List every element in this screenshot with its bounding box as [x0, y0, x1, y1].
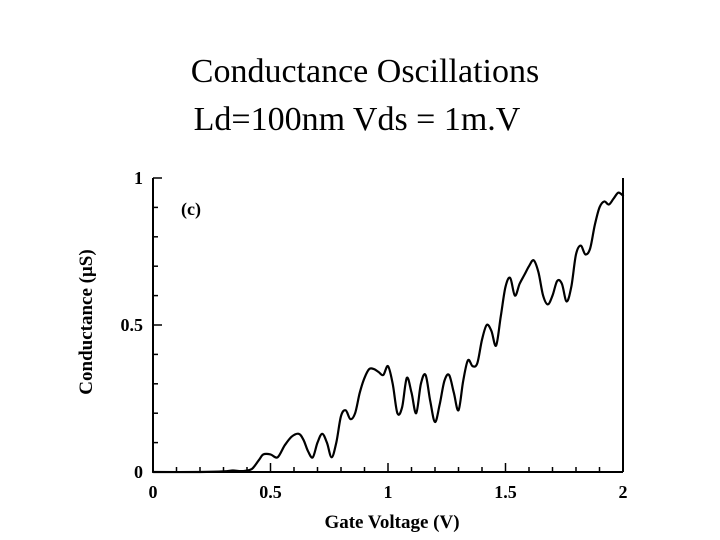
- x-tick-label: 1.5: [494, 482, 517, 502]
- slide-title-line-2: Ld=100nm Vds = 1m.V: [193, 101, 521, 138]
- y-tick-label: 1: [134, 168, 143, 188]
- y-tick-label: 0.5: [121, 315, 144, 335]
- x-tick-label: 1: [384, 482, 393, 502]
- axis-ticks: [152, 177, 624, 473]
- y-tick-label: 0: [134, 462, 143, 482]
- x-tick-label: 0: [149, 482, 158, 502]
- x-tick-label: 2: [619, 482, 628, 502]
- panel-label: (c): [181, 199, 201, 220]
- tick-labels: 0 0.5 1 1.5 2 0 0.5 1: [121, 168, 628, 502]
- plot-frame: [152, 178, 624, 473]
- series-line-conductance: [151, 191, 625, 474]
- slide-title-line-1: Conductance Oscillations: [190, 53, 540, 90]
- y-axis-label: Conductance (μS): [76, 249, 97, 394]
- x-axis-label: Gate Voltage (V): [324, 512, 459, 533]
- x-tick-label: 0.5: [259, 482, 282, 502]
